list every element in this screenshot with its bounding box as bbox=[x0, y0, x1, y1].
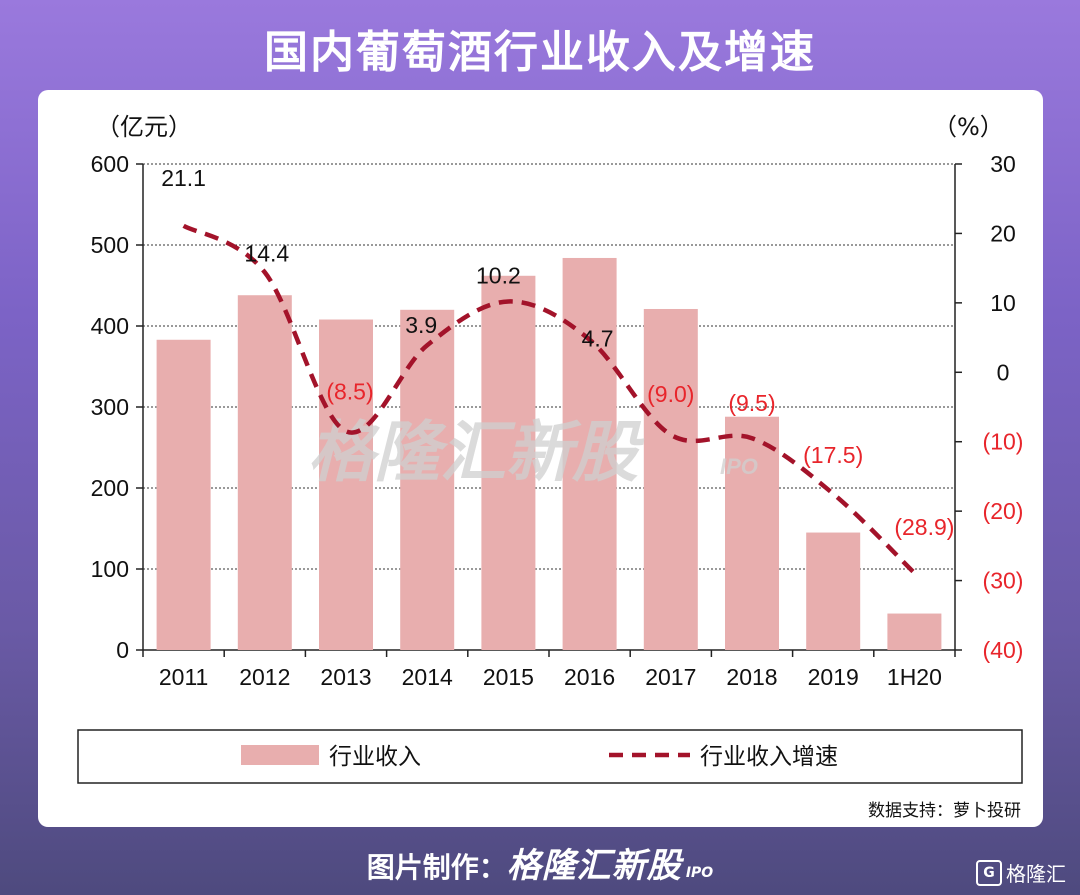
x-tick-label: 2018 bbox=[726, 664, 777, 690]
logo-g-icon: G bbox=[976, 859, 1002, 886]
x-tick-label: 2017 bbox=[645, 664, 696, 690]
bar bbox=[806, 532, 861, 650]
left-tick-label: 400 bbox=[91, 313, 129, 339]
bar bbox=[643, 308, 698, 650]
right-tick-label: (40) bbox=[983, 637, 1024, 663]
x-tick-label: 1H20 bbox=[887, 664, 942, 690]
footer-prefix: 图片制作： bbox=[366, 851, 507, 884]
legend-box bbox=[77, 729, 1023, 784]
corner-logo-text: 格隆汇 bbox=[1006, 862, 1066, 886]
footer-brand-sub: IPO bbox=[685, 865, 714, 881]
x-tick-label: 2011 bbox=[159, 664, 208, 690]
watermark-sub: IPO bbox=[720, 454, 758, 479]
x-tick-label: 2012 bbox=[239, 664, 290, 690]
left-axis-label: （亿元） bbox=[96, 113, 192, 141]
bar bbox=[887, 613, 942, 650]
x-tick-label: 2013 bbox=[320, 664, 371, 690]
growth-data-label: 10.2 bbox=[476, 262, 521, 288]
right-tick-label: 0 bbox=[997, 359, 1010, 385]
bar bbox=[725, 416, 779, 650]
growth-data-label: 4.7 bbox=[582, 326, 614, 352]
legend-bar-swatch bbox=[241, 745, 319, 765]
x-tick-label: 2014 bbox=[402, 664, 453, 690]
right-tick-label: 20 bbox=[990, 220, 1016, 246]
growth-data-label: 14.4 bbox=[244, 240, 289, 266]
legend-bar-label: 行业收入 bbox=[329, 744, 421, 770]
chart-card: 0 100 200 300 400 500 600 (40) (30) (20) (10) 0 10 20… bbox=[38, 90, 1043, 827]
growth-data-label: 21.1 bbox=[161, 165, 206, 191]
right-axis-label: （%） bbox=[933, 113, 1004, 141]
left-tick-label: 500 bbox=[91, 232, 129, 258]
watermark: 格隆汇新股 bbox=[308, 414, 645, 491]
page-title: 国内葡萄酒行业收入及增速 bbox=[264, 27, 816, 78]
growth-data-label: 3.9 bbox=[405, 312, 437, 338]
left-tick-label: 600 bbox=[91, 151, 129, 177]
corner-logo: G 格隆汇 bbox=[976, 858, 1066, 887]
right-tick-label: (10) bbox=[983, 429, 1024, 455]
right-tick-label: (20) bbox=[983, 498, 1024, 524]
chart: 0 100 200 300 400 500 600 (40) (30) (20) (10) 0 10 20… bbox=[77, 113, 1024, 784]
left-tick-label: 100 bbox=[91, 556, 129, 582]
bar bbox=[156, 339, 211, 650]
growth-data-label: (17.5) bbox=[803, 442, 863, 468]
footer: 图片制作：格隆汇新股 IPO bbox=[0, 838, 1080, 887]
x-tick-label: 2016 bbox=[564, 664, 615, 690]
left-tick-label: 300 bbox=[91, 394, 129, 420]
right-tick-label: 30 bbox=[990, 151, 1016, 177]
bar bbox=[319, 319, 373, 650]
legend-line-label: 行业收入增速 bbox=[700, 744, 838, 770]
source-text: 数据支持：萝卜投研 bbox=[868, 801, 1021, 821]
left-tick-label: 200 bbox=[91, 475, 129, 501]
footer-brand: 格隆汇新股 bbox=[506, 846, 682, 886]
growth-data-label: (28.9) bbox=[894, 514, 954, 540]
right-tick-label: 10 bbox=[990, 290, 1016, 316]
growth-data-label: (8.5) bbox=[326, 378, 373, 404]
left-tick-label: 0 bbox=[116, 637, 129, 663]
growth-data-label: (9.5) bbox=[728, 390, 775, 416]
right-tick-label: (30) bbox=[983, 568, 1024, 594]
bar bbox=[237, 295, 292, 650]
bar bbox=[481, 275, 536, 650]
growth-data-label: (9.0) bbox=[647, 381, 694, 407]
growth-line bbox=[182, 223, 916, 575]
x-tick-label: 2015 bbox=[483, 664, 534, 690]
x-tick-label: 2019 bbox=[808, 664, 859, 690]
